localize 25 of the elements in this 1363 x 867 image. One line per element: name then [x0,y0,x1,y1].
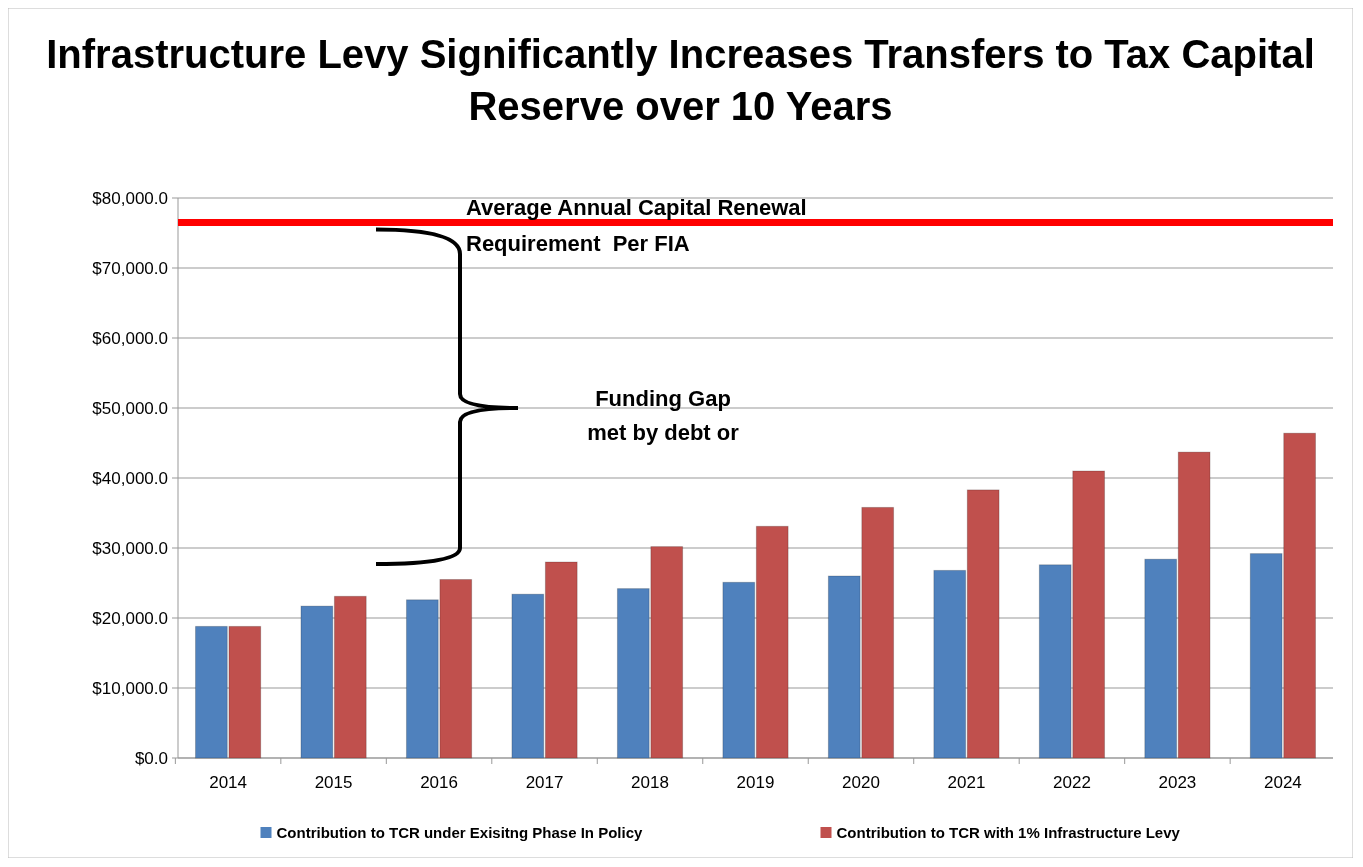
y-tick-label: $60,000.0 [92,328,168,348]
y-tick-label: $80,000.0 [92,188,168,208]
x-tick-label: 2017 [525,773,564,792]
legend-label: Contribution to TCR with 1% Infrastructure Levy [836,824,1181,841]
y-tick-label: $20,000.0 [92,608,168,628]
x-tick-label: 2020 [842,773,880,792]
legend-label: Contribution to TCR under Exisitng Phase In Policy [276,824,644,841]
annotation: Funding Gap met by debt or [587,386,740,445]
y-tick-label: $50,000.0 [92,398,168,418]
y-tick-label: $70,000.0 [92,258,168,278]
ref-line-label: Average Annual Capital Renewal Requirement Per FIA [466,194,807,256]
chart-title: Infrastructure Levy Significantly Increases Transfers to Tax Capital Reserve over 10 Years [46,32,1315,128]
x-tick-label: 2021 [947,773,986,792]
y-tick-label: $30,000.0 [92,538,168,558]
x-tick-label: 2015 [314,773,353,792]
y-tick-label: $0.0 [134,748,168,768]
x-tick-label: 2022 [1053,773,1091,792]
x-tick-label: 2018 [631,773,669,792]
y-tick-label: $10,000.0 [92,678,168,698]
x-tick-label: 2024 [1263,773,1302,792]
x-tick-label: 2016 [420,773,458,792]
x-tick-label: 2014 [209,773,248,792]
y-tick-label: $40,000.0 [92,468,168,488]
x-tick-label: 2019 [736,773,775,792]
x-tick-label: 2023 [1158,773,1197,792]
